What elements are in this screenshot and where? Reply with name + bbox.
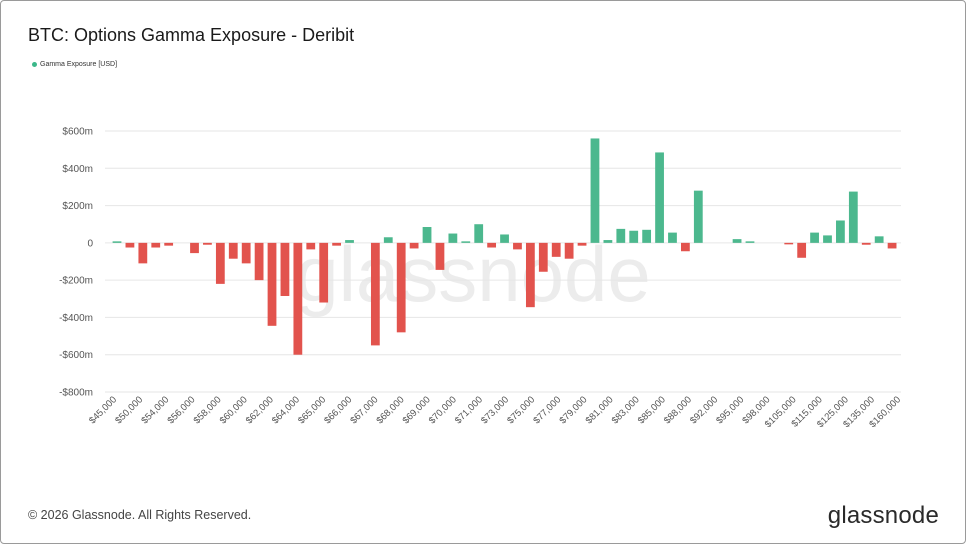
bar — [745, 241, 755, 243]
bar — [422, 227, 432, 243]
x-tick-label: $73,000 — [479, 394, 511, 426]
bar — [629, 230, 639, 243]
y-tick-label: $400m — [62, 164, 93, 175]
y-tick-label: -$800m — [59, 388, 93, 399]
watermark: glassnode — [295, 230, 651, 318]
bar — [551, 242, 561, 257]
y-tick-label: -$600m — [59, 350, 93, 361]
bar — [732, 239, 742, 243]
x-tick-label: $75,000 — [505, 394, 537, 426]
bar — [461, 241, 471, 243]
chart-plot-area: glassnode $600m $400m $200m 0 -$200m -$400m -$6… — [59, 127, 903, 431]
bar — [500, 234, 509, 243]
bar — [435, 242, 445, 270]
bar — [848, 191, 858, 243]
bar — [383, 237, 393, 243]
bar — [874, 236, 884, 243]
bar — [836, 220, 845, 243]
x-tick-label: $60,000 — [218, 394, 250, 426]
bar — [642, 229, 652, 243]
bar — [487, 242, 497, 248]
bar — [203, 242, 212, 245]
bar — [564, 242, 574, 259]
bar — [693, 190, 703, 243]
bar — [474, 224, 484, 243]
y-tick-label: $200m — [62, 201, 93, 212]
bar — [164, 242, 174, 246]
bar — [668, 232, 677, 243]
y-tick-label: -$200m — [59, 276, 93, 287]
bar — [810, 232, 819, 243]
bar — [396, 242, 406, 333]
bar — [190, 242, 199, 254]
legend[interactable]: Gamma Exposure [USD] — [32, 61, 117, 68]
chart-title: BTC: Options Gamma Exposure - Deribit — [28, 25, 355, 45]
bar — [215, 242, 225, 284]
bar — [138, 242, 148, 264]
x-tick-label: $79,000 — [557, 394, 589, 426]
x-tick-label: $67,000 — [348, 394, 380, 426]
x-tick-label: $58,000 — [192, 394, 224, 426]
x-tick-label: $64,000 — [270, 394, 302, 426]
bar — [823, 235, 832, 243]
bar — [228, 242, 238, 259]
bar — [254, 242, 264, 281]
bar — [112, 241, 122, 243]
bar — [332, 242, 341, 246]
bar — [590, 138, 600, 243]
y-tick-label: -$400m — [59, 313, 93, 324]
x-tick-label: $83,000 — [610, 394, 642, 426]
bar — [538, 242, 548, 272]
bar — [525, 242, 535, 308]
x-tick-label: $56,000 — [165, 394, 197, 426]
bar — [125, 242, 135, 248]
x-tick-label: $50,000 — [113, 394, 145, 426]
x-tick-label: $81,000 — [584, 394, 616, 426]
x-tick-label: $88,000 — [662, 394, 694, 426]
bar — [681, 242, 690, 252]
x-tick-label: $71,000 — [453, 394, 485, 426]
legend-marker — [32, 62, 37, 67]
bar — [655, 152, 664, 243]
x-tick-label: $95,000 — [714, 394, 746, 426]
x-tick-label: $68,000 — [375, 394, 407, 426]
x-tick-label: $92,000 — [688, 394, 720, 426]
x-tick-label: $62,000 — [244, 394, 276, 426]
bar — [448, 233, 458, 243]
bar — [577, 242, 587, 246]
x-tick-label: $77,000 — [531, 394, 563, 426]
x-tick-label: $45,000 — [87, 394, 119, 426]
bar — [267, 242, 277, 326]
y-tick-label: $600m — [62, 127, 93, 138]
bar — [616, 228, 626, 243]
bar — [319, 242, 329, 303]
bar — [280, 242, 290, 296]
bar — [861, 242, 871, 245]
bar — [370, 242, 380, 346]
copyright-text: © 2026 Glassnode. All Rights Reserved. — [28, 508, 252, 522]
bar — [784, 242, 794, 245]
bar — [241, 242, 251, 264]
x-tick-label: $70,000 — [427, 394, 459, 426]
bar — [887, 242, 897, 249]
legend-label: Gamma Exposure [USD] — [40, 61, 118, 68]
bar — [151, 242, 161, 248]
x-tick-label: $65,000 — [296, 394, 328, 426]
bar — [513, 242, 522, 250]
x-tick-label: $54,000 — [139, 394, 171, 426]
bar — [293, 242, 303, 355]
bar — [603, 240, 613, 243]
bar — [345, 240, 354, 243]
x-tick-label: $85,000 — [636, 394, 668, 426]
y-tick-label: 0 — [87, 238, 93, 249]
bar — [797, 242, 807, 258]
brand-logo: glassnode — [827, 502, 939, 529]
bar — [409, 242, 419, 249]
x-tick-label: $66,000 — [322, 394, 354, 426]
bar — [306, 242, 316, 250]
x-tick-label: $69,000 — [401, 394, 433, 426]
